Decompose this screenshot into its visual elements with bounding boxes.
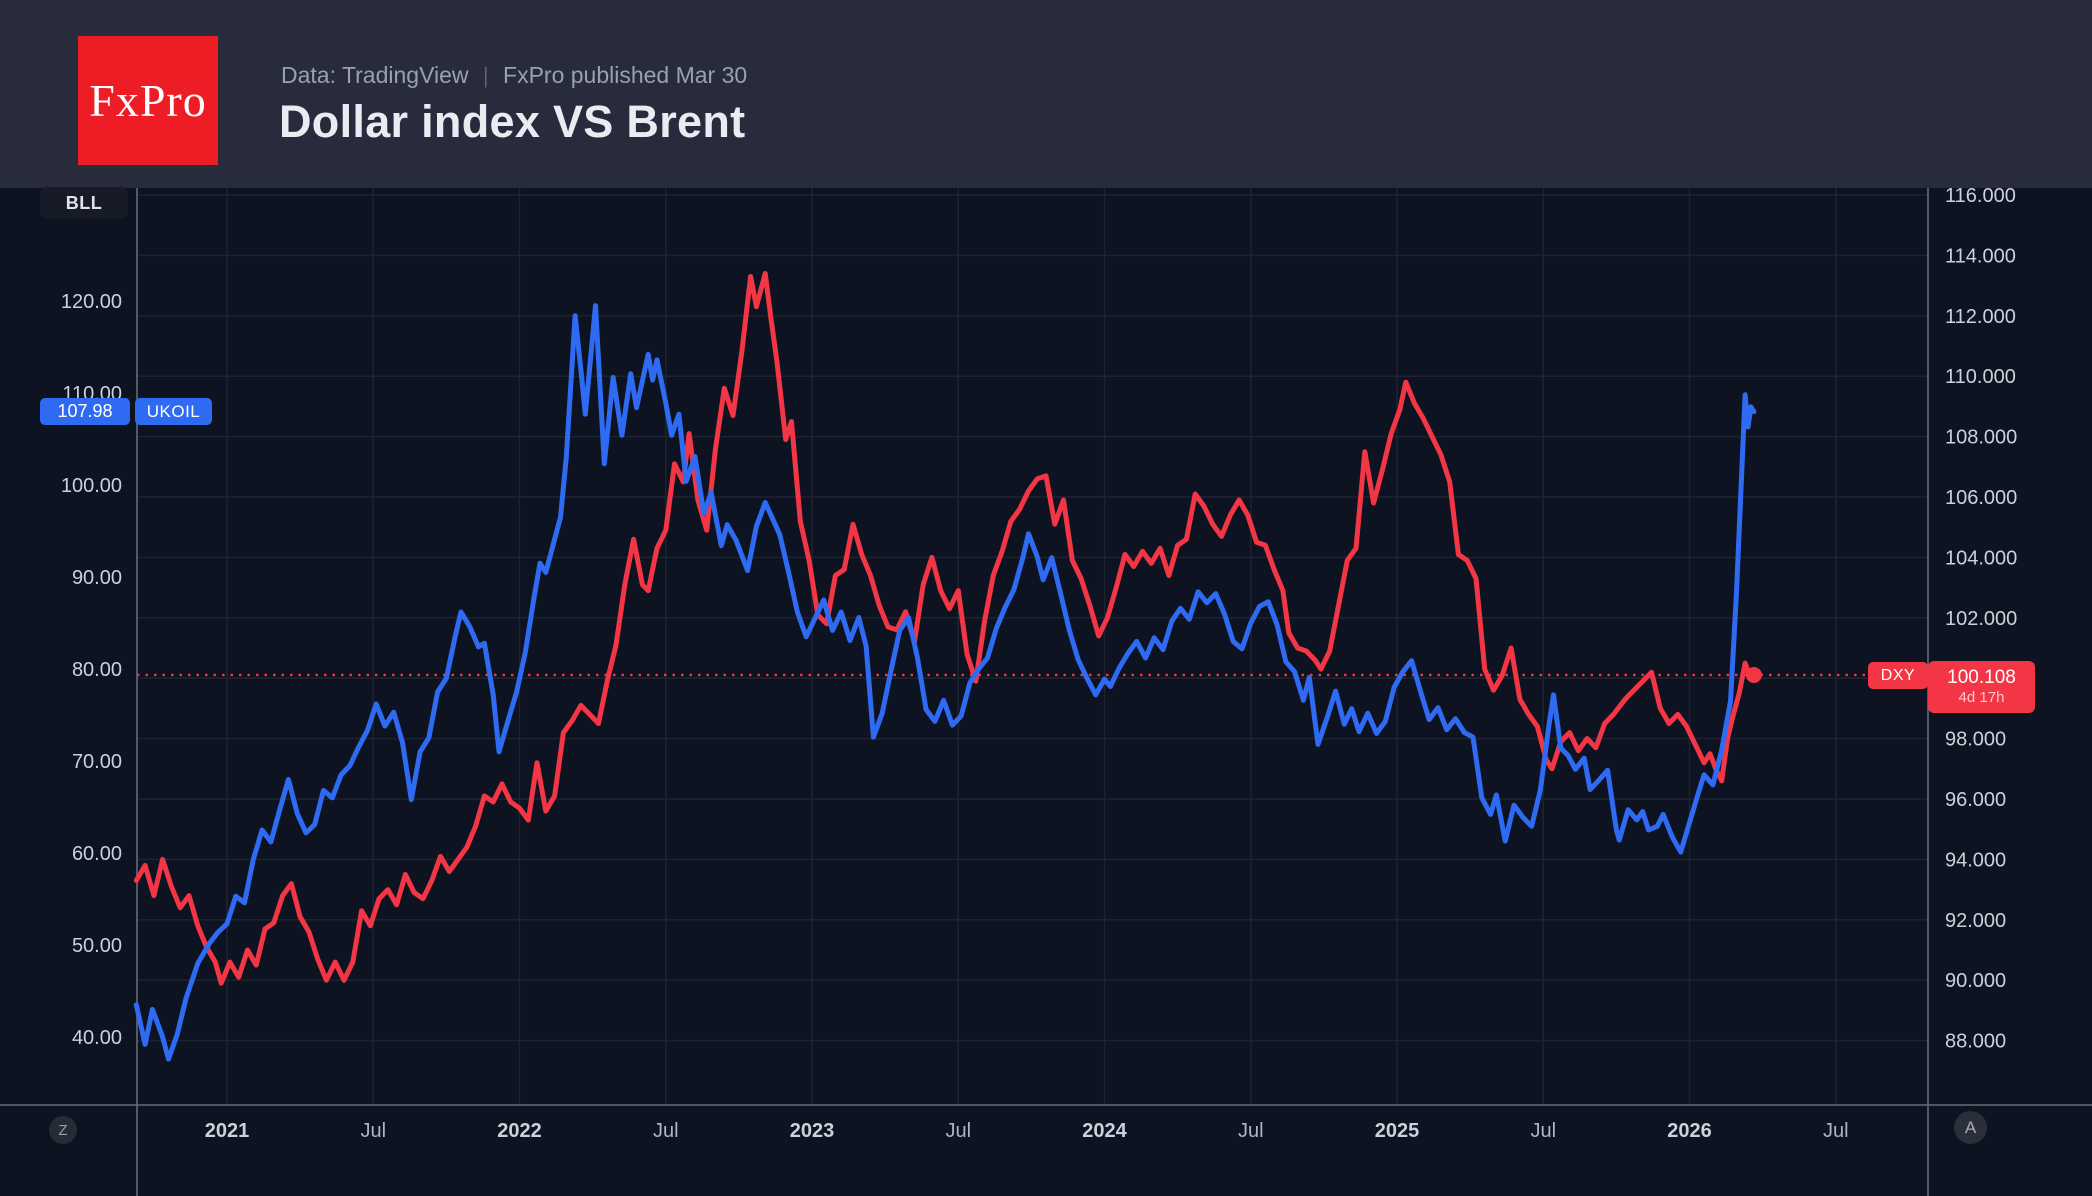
- svg-text:114.000: 114.000: [1945, 245, 2016, 267]
- svg-text:Jul: Jul: [653, 1120, 679, 1142]
- gridlines: [137, 188, 1928, 1105]
- page-title: Dollar index VS Brent: [279, 96, 746, 147]
- svg-text:88.000: 88.000: [1945, 1031, 2006, 1053]
- svg-text:90.000: 90.000: [1945, 970, 2006, 992]
- ukoil-ticker-label: UKOIL: [135, 398, 212, 425]
- svg-text:2026: 2026: [1667, 1120, 1712, 1142]
- svg-text:110.000: 110.000: [1945, 366, 2016, 388]
- svg-text:Jul: Jul: [1238, 1120, 1264, 1142]
- series-line-dxy: [133, 271, 1757, 986]
- left-axis-labels: 120.00110.00100.0090.0080.0070.0060.0050…: [61, 291, 122, 1049]
- svg-text:102.000: 102.000: [1945, 608, 2017, 630]
- dxy-price-label: 100.108 4d 17h: [1928, 661, 2035, 713]
- fxpro-logo-text: FxPro: [89, 75, 207, 126]
- chart-source-caption: Data: TradingView ∣ FxPro published Mar 30: [281, 62, 747, 89]
- header: FxPro Data: TradingView ∣ FxPro published …: [0, 0, 2092, 188]
- dxy-candle-countdown: 4d 17h: [1958, 689, 2005, 707]
- svg-text:96.000: 96.000: [1945, 789, 2006, 811]
- svg-text:106.000: 106.000: [1945, 487, 2017, 509]
- svg-text:94.000: 94.000: [1945, 849, 2006, 871]
- svg-text:2023: 2023: [790, 1120, 835, 1142]
- svg-text:108.000: 108.000: [1945, 427, 2017, 449]
- svg-text:80.00: 80.00: [72, 659, 122, 681]
- dxy-last-price: 100.108: [1947, 667, 2016, 689]
- ukoil-price-label: 107.98: [40, 398, 130, 425]
- svg-text:90.00: 90.00: [72, 567, 122, 589]
- axis-frame: [0, 188, 2092, 1196]
- svg-text:Jul: Jul: [1530, 1120, 1556, 1142]
- svg-text:Jul: Jul: [1823, 1120, 1849, 1142]
- svg-text:120.00: 120.00: [61, 291, 122, 313]
- svg-text:116.000: 116.000: [1945, 185, 2016, 207]
- svg-text:Jul: Jul: [360, 1120, 386, 1142]
- svg-text:2024: 2024: [1082, 1120, 1127, 1142]
- svg-text:112.000: 112.000: [1945, 306, 2016, 328]
- symbol-badge[interactable]: BLL: [40, 187, 128, 219]
- series-line-ukoil: [133, 303, 1757, 1062]
- svg-text:70.00: 70.00: [72, 751, 122, 773]
- svg-text:104.000: 104.000: [1945, 547, 2017, 569]
- right-axis-labels: 116.000 114.000 112.000 110.000 108.000 106.0…: [1945, 185, 2017, 1053]
- svg-text:2025: 2025: [1375, 1120, 1420, 1142]
- svg-text:98.000: 98.000: [1945, 729, 2006, 751]
- dxy-ticker-label: DXY: [1868, 662, 1928, 689]
- caption-separator: ∣: [480, 65, 492, 88]
- svg-text:40.00: 40.00: [72, 1027, 122, 1049]
- fxpro-logo: FxPro: [78, 36, 218, 165]
- svg-text:100.00: 100.00: [61, 475, 122, 497]
- svg-text:92.000: 92.000: [1945, 910, 2006, 932]
- svg-text:50.00: 50.00: [72, 935, 122, 957]
- auto-scale-button[interactable]: A: [1954, 1111, 1987, 1144]
- svg-text:2021: 2021: [205, 1120, 250, 1142]
- timezone-button[interactable]: Z: [49, 1116, 77, 1144]
- time-axis-labels: 2021 Jul 2022 Jul 2023 Jul 2024 Jul 2025 Jul 2026 J…: [205, 1120, 1849, 1142]
- data-source-text: Data: TradingView: [281, 62, 469, 88]
- published-date-text: FxPro published Mar 30: [503, 62, 748, 88]
- svg-text:Jul: Jul: [945, 1120, 971, 1142]
- svg-text:60.00: 60.00: [72, 843, 122, 865]
- series-end-dot-dxy: [1745, 666, 1762, 683]
- svg-text:2022: 2022: [497, 1120, 542, 1142]
